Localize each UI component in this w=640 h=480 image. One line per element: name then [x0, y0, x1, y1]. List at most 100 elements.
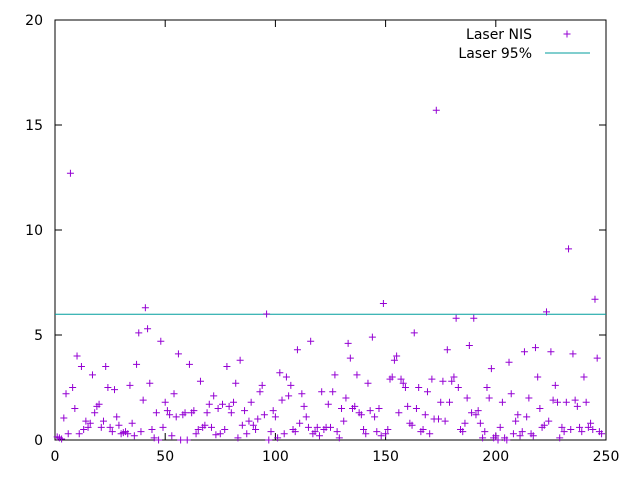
data-point — [598, 430, 606, 438]
axis-ticks — [54, 19, 607, 441]
data-point — [395, 409, 403, 417]
data-point — [366, 407, 374, 415]
data-point — [172, 413, 180, 421]
data-point — [124, 430, 132, 438]
data-point — [146, 379, 154, 387]
data-point — [419, 426, 427, 433]
data-point — [571, 396, 579, 404]
data-point — [311, 428, 319, 436]
data-point — [139, 396, 147, 404]
data-point — [565, 245, 573, 253]
data-point — [58, 435, 66, 443]
data-point — [338, 405, 346, 412]
x-tick-label: 100 — [262, 449, 289, 465]
data-point — [483, 384, 491, 391]
nis-points-group — [53, 106, 606, 444]
data-point — [412, 405, 420, 412]
data-point — [545, 417, 553, 425]
data-point — [161, 398, 169, 406]
legend: Laser NIS Laser 95% — [458, 27, 590, 62]
data-point — [104, 384, 112, 391]
data-point — [569, 350, 577, 358]
x-tick-label: 150 — [372, 449, 399, 465]
x-tick-label: 250 — [593, 449, 620, 465]
data-point — [99, 417, 107, 425]
data-point — [408, 421, 416, 429]
data-point — [102, 363, 110, 370]
data-point — [346, 354, 354, 362]
data-point — [84, 423, 92, 431]
data-point — [454, 384, 462, 391]
data-point — [291, 428, 299, 436]
data-point — [327, 423, 334, 431]
data-point — [351, 402, 359, 410]
data-point — [203, 409, 211, 417]
data-point — [549, 396, 557, 404]
data-point — [300, 402, 308, 410]
data-point — [463, 394, 471, 402]
data-point — [353, 371, 361, 379]
data-point — [64, 430, 72, 438]
data-point — [342, 394, 350, 402]
data-point — [399, 379, 407, 387]
legend-label-nis: Laser NIS — [466, 27, 532, 43]
data-point — [487, 365, 495, 373]
data-point — [185, 360, 193, 368]
data-point — [373, 428, 381, 436]
data-point — [177, 436, 185, 444]
data-point — [159, 423, 167, 431]
data-point — [333, 428, 341, 436]
data-point — [468, 409, 476, 417]
data-point — [362, 430, 370, 438]
data-point — [576, 423, 584, 431]
data-point — [587, 419, 595, 427]
data-point — [302, 413, 310, 421]
data-point — [88, 371, 96, 379]
x-tick-label: 0 — [51, 449, 60, 465]
data-point — [157, 337, 165, 345]
data-point — [207, 423, 215, 431]
data-point — [75, 430, 83, 438]
data-point — [591, 295, 599, 303]
data-point — [183, 436, 191, 444]
data-point — [531, 344, 539, 352]
data-point — [66, 169, 74, 177]
data-point — [518, 428, 526, 436]
data-point — [282, 373, 290, 381]
data-point — [293, 346, 301, 354]
x-tick-label: 200 — [482, 449, 509, 465]
data-point — [219, 400, 227, 408]
data-point — [144, 325, 152, 333]
data-point — [505, 358, 513, 366]
data-point — [324, 400, 332, 408]
data-point — [498, 398, 506, 406]
y-tick-label: 0 — [34, 433, 43, 449]
data-point — [507, 390, 515, 398]
data-point — [472, 411, 480, 419]
data-point — [201, 421, 209, 429]
data-point — [73, 352, 81, 360]
data-point — [190, 407, 198, 415]
data-point — [232, 379, 240, 387]
data-point — [192, 430, 200, 438]
data-point — [82, 417, 90, 425]
data-point — [236, 356, 244, 364]
data-point — [298, 390, 306, 398]
data-point — [404, 402, 412, 410]
data-point — [106, 423, 114, 431]
data-point — [452, 314, 460, 322]
data-point — [152, 409, 160, 417]
data-point — [155, 436, 163, 444]
data-point — [434, 415, 442, 423]
data-point — [520, 348, 528, 356]
data-point — [340, 417, 348, 425]
data-point — [578, 428, 586, 436]
data-point — [128, 419, 136, 427]
data-point — [276, 369, 284, 377]
data-point — [461, 419, 469, 427]
data-point — [181, 409, 189, 417]
data-point — [263, 310, 271, 318]
data-point — [384, 426, 392, 433]
data-point — [432, 106, 440, 114]
